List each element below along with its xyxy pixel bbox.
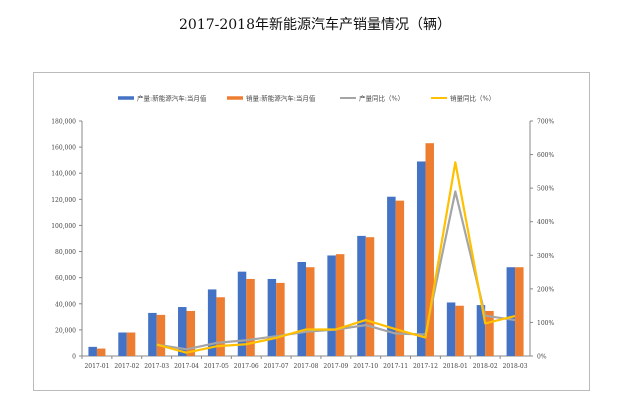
x-tick-label: 2017-11 <box>383 363 408 370</box>
bar-production <box>416 161 426 356</box>
left-tick-label: 140,000 <box>51 171 76 178</box>
left-tick-label: 120,000 <box>51 197 76 204</box>
x-tick-label: 2018-01 <box>443 363 468 370</box>
bar-production <box>178 307 187 356</box>
x-tick-label: 2017-05 <box>204 363 229 370</box>
legend-label: 销量:新能源汽车:当月值 <box>246 94 316 103</box>
x-tick-label: 2017-06 <box>234 363 259 370</box>
bar-production <box>148 312 157 356</box>
x-tick-label: 2017-04 <box>174 363 199 370</box>
x-tick-label: 2017-02 <box>114 363 139 370</box>
bar-production <box>506 267 516 356</box>
bar-production <box>88 346 97 356</box>
x-tick-label: 2017-12 <box>413 363 438 370</box>
bar-production <box>267 278 277 356</box>
bar-production <box>387 196 396 356</box>
bar-production <box>357 235 366 356</box>
x-tick-label: 2017-01 <box>84 363 109 370</box>
right-tick-label: 300% <box>537 253 554 260</box>
bar-sales <box>515 267 524 356</box>
left-tick-label: 60,000 <box>55 275 76 282</box>
bar-production <box>207 289 217 356</box>
bar-sales <box>306 267 315 356</box>
bar-production <box>237 271 247 356</box>
x-tick-label: 2018-03 <box>503 363 528 370</box>
left-tick-label: 20,000 <box>55 327 76 334</box>
x-tick-label: 2017-08 <box>294 363 319 370</box>
bar-sales <box>425 143 434 356</box>
legend-label: 销量同比（%） <box>450 94 495 103</box>
x-tick-label: 2017-09 <box>323 363 348 370</box>
chart-title: 2017-2018年新能源汽车产销量情况（辆） <box>179 17 451 33</box>
chart-frame <box>33 72 590 391</box>
x-tick-label: 2018-02 <box>473 363 498 370</box>
left-tick-label: 40,000 <box>55 301 76 308</box>
bar-sales <box>276 282 285 356</box>
right-tick-label: 700% <box>537 119 554 126</box>
bar-production <box>476 305 486 356</box>
right-tick-label: 400% <box>537 219 554 226</box>
x-tick-label: 2017-03 <box>144 363 169 370</box>
x-tick-label: 2017-07 <box>264 363 289 370</box>
bar-sales <box>156 314 166 356</box>
legend-label: 产量:新能源汽车:当月值 <box>137 94 207 103</box>
bar-sales <box>126 332 136 356</box>
legend-label: 产量同比（%） <box>359 94 404 103</box>
left-tick-label: 80,000 <box>55 249 76 256</box>
bar-sales <box>395 200 405 356</box>
left-tick-label: 100,000 <box>51 223 76 230</box>
right-tick-label: 200% <box>537 286 554 293</box>
bar-sales <box>96 348 106 356</box>
bar-sales <box>365 237 375 356</box>
x-tick-label: 2017-10 <box>353 363 378 370</box>
bar-production <box>118 332 127 356</box>
bar-production <box>327 255 336 356</box>
left-tick-label: 180,000 <box>51 119 76 126</box>
line-sales-yoy <box>156 161 516 354</box>
right-tick-label: 0% <box>537 354 547 361</box>
right-tick-label: 100% <box>537 320 554 327</box>
bar-sales <box>335 254 345 356</box>
right-tick-label: 600% <box>537 152 554 159</box>
bar-sales <box>216 297 225 356</box>
left-tick-label: 160,000 <box>51 145 76 152</box>
bar-sales <box>485 310 494 356</box>
bar-sales <box>186 310 196 356</box>
left-tick-label: 0 <box>72 354 76 361</box>
bar-sales <box>246 278 255 356</box>
bar-production <box>297 262 306 356</box>
bar-sales <box>455 305 464 356</box>
bar-production <box>446 302 456 356</box>
right-tick-label: 500% <box>537 186 554 193</box>
